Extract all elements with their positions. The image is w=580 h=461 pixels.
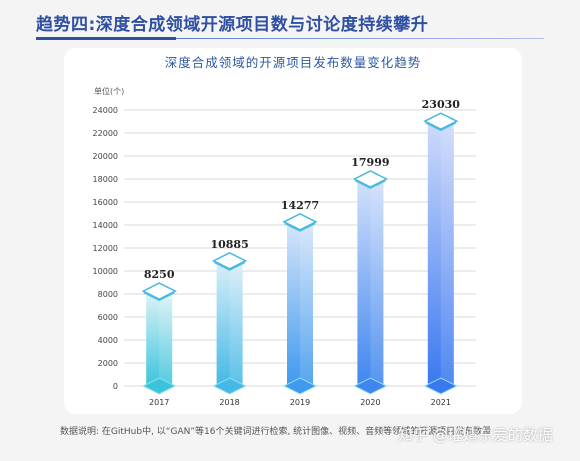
- y-tick-label: 2000: [98, 359, 118, 368]
- bar-2019: [287, 221, 313, 386]
- y-axis-label: 单位(个): [94, 86, 124, 96]
- y-tick-label: 18000: [93, 175, 118, 184]
- bar-shade: [300, 221, 313, 386]
- bar-base-diamond: [282, 377, 318, 395]
- watermark: 知乎 @瓘婧东爱的数据: [398, 426, 553, 444]
- y-tick-label: 24000: [93, 106, 118, 115]
- y-tick-label: 8000: [98, 290, 118, 299]
- bar-top-diamond: [423, 112, 459, 130]
- bar-base-diamond: [353, 377, 388, 395]
- bar-value-label: 8250: [144, 268, 175, 281]
- x-tick-label: 2018: [219, 398, 239, 407]
- bar-2017: [146, 291, 173, 386]
- bar-shade: [440, 121, 454, 386]
- y-tick-label: 22000: [93, 129, 118, 138]
- x-tick-label: 2020: [360, 398, 380, 407]
- bar-top-diamond: [282, 212, 318, 231]
- y-tick-label: 6000: [98, 313, 118, 322]
- slide-title: 趋势四:深度合成领域开源项目数与讨论度持续攀升: [36, 15, 429, 35]
- bar-top-diamond: [211, 251, 248, 270]
- data-footnote: 数据说明: 在GitHub中, 以“GAN”等16个关键词进行检索, 统计图像、…: [60, 427, 492, 437]
- y-axis-ticks: 0 2000 4000 6000 8000 10000 12000 14000 16000 180…: [93, 106, 118, 391]
- bar-top-diamond: [141, 282, 177, 300]
- x-axis-ticks: 2017 2018 2019 2020 2021: [149, 398, 451, 407]
- bar-shade: [370, 179, 384, 386]
- bar-2020: [357, 179, 384, 386]
- y-tick-label: 14000: [93, 221, 118, 230]
- bar-shade: [229, 260, 243, 386]
- x-tick-label: 2017: [149, 398, 169, 407]
- bar-2021: [427, 121, 454, 386]
- bar-base-diamond: [142, 377, 177, 395]
- bar-value-label: 23030: [422, 98, 461, 111]
- bar-base-diamond: [423, 377, 458, 395]
- x-tick-label: 2021: [431, 398, 451, 407]
- bar-value-label: 14277: [281, 199, 319, 212]
- y-tick-label: 16000: [93, 198, 118, 207]
- y-tick-label: 20000: [93, 152, 118, 161]
- bar-2018: [216, 260, 243, 386]
- x-tick-label: 2019: [290, 398, 310, 407]
- title-underline: [36, 38, 544, 39]
- y-tick-label: 0: [113, 382, 118, 391]
- bar-base-diamond: [212, 377, 247, 395]
- y-tick-label: 10000: [93, 267, 118, 276]
- bar-value-label: 17999: [351, 156, 389, 169]
- title-underline-accent: [36, 37, 176, 40]
- bar-top-diamond: [352, 170, 389, 188]
- y-tick-label: 4000: [98, 336, 118, 345]
- bars: 8250 10885 14277 17999 23030: [141, 98, 461, 395]
- y-tick-label: 12000: [93, 244, 118, 253]
- chart-title: 深度合成领域的开源项目发布数量变化趋势: [164, 55, 422, 70]
- bar-shade: [159, 291, 173, 386]
- bar-value-label: 10885: [210, 238, 248, 251]
